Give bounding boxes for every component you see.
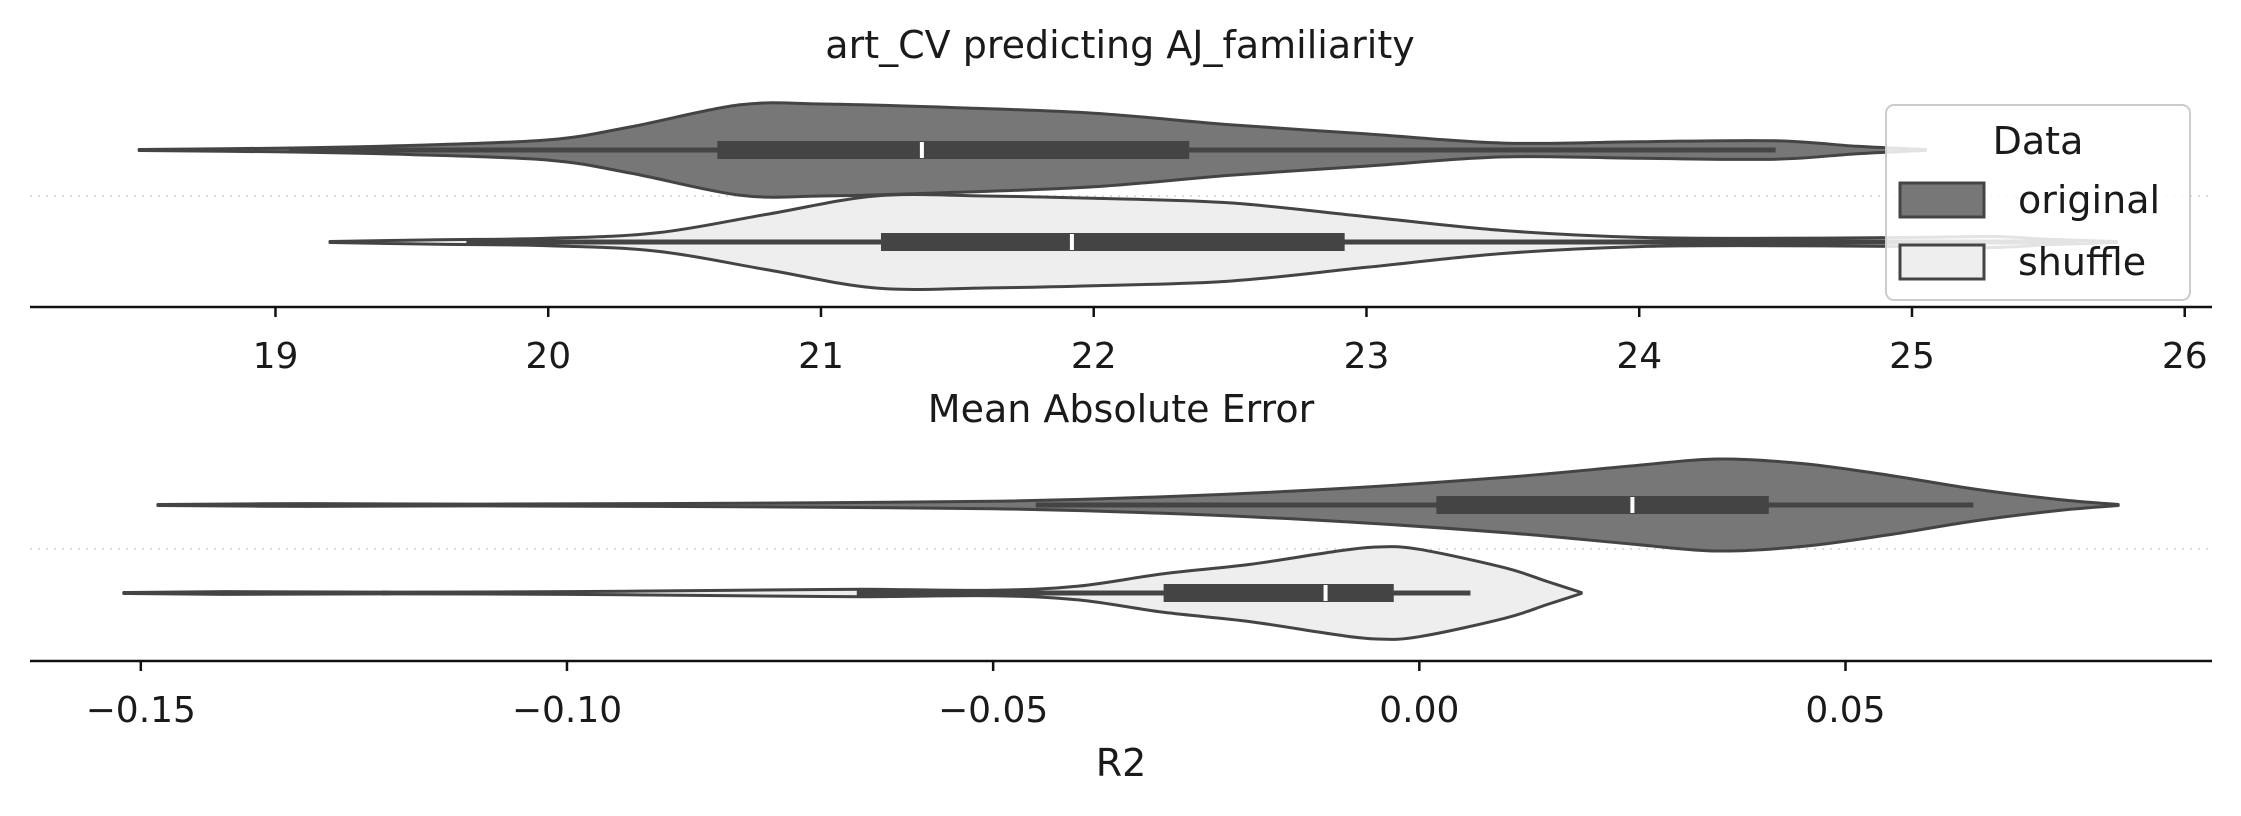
x-tick-label: 20 <box>525 336 571 377</box>
legend-label-shuffle: shuffle <box>2018 240 2146 284</box>
x-axis-label: R2 <box>1096 741 1147 785</box>
x-tick-label: 25 <box>1889 336 1935 377</box>
chart-title: art_CV predicting AJ_familiarity <box>825 23 1414 67</box>
x-axis-label: Mean Absolute Error <box>928 387 1315 431</box>
legend-label-original: original <box>2018 178 2160 222</box>
x-tick-label: −0.15 <box>86 690 196 731</box>
iqr-box <box>717 141 1190 159</box>
violin-shuffle <box>328 193 2118 291</box>
x-tick-label: 0.00 <box>1379 690 1459 731</box>
violin-body <box>122 545 1583 641</box>
x-tick-label: 21 <box>798 336 844 377</box>
median-mark <box>919 142 924 158</box>
x-tick-label: 23 <box>1344 336 1390 377</box>
median-mark <box>1630 497 1635 513</box>
violin-original <box>156 457 2120 553</box>
legend-swatch-shuffle <box>1898 243 1986 281</box>
x-tick-label: 19 <box>253 336 299 377</box>
iqr-box <box>1436 496 1769 514</box>
x-tick-label: 0.05 <box>1805 690 1885 731</box>
panel-r2: −0.15 −0.10 −0.05 0.00 0.05 R2 <box>30 457 2212 785</box>
median-mark <box>1323 585 1328 601</box>
legend-title: Data <box>1993 119 2084 163</box>
x-tick-label: −0.05 <box>938 690 1048 731</box>
median-mark <box>1069 234 1074 250</box>
iqr-box <box>880 233 1345 251</box>
x-tick-label: 24 <box>1616 336 1662 377</box>
x-tick-label: 26 <box>2162 336 2208 377</box>
x-tick-label: 22 <box>1071 336 1117 377</box>
panel-mae: 19 20 21 22 23 24 25 26 Mean Absolute Error <box>30 101 2212 431</box>
legend: Data original shuffle <box>1885 104 2191 301</box>
violin-original <box>137 101 1928 199</box>
x-tick-label: −0.10 <box>512 690 622 731</box>
violin-shuffle <box>122 545 1583 641</box>
legend-swatch-original <box>1898 181 1986 219</box>
iqr-box <box>1163 584 1394 602</box>
